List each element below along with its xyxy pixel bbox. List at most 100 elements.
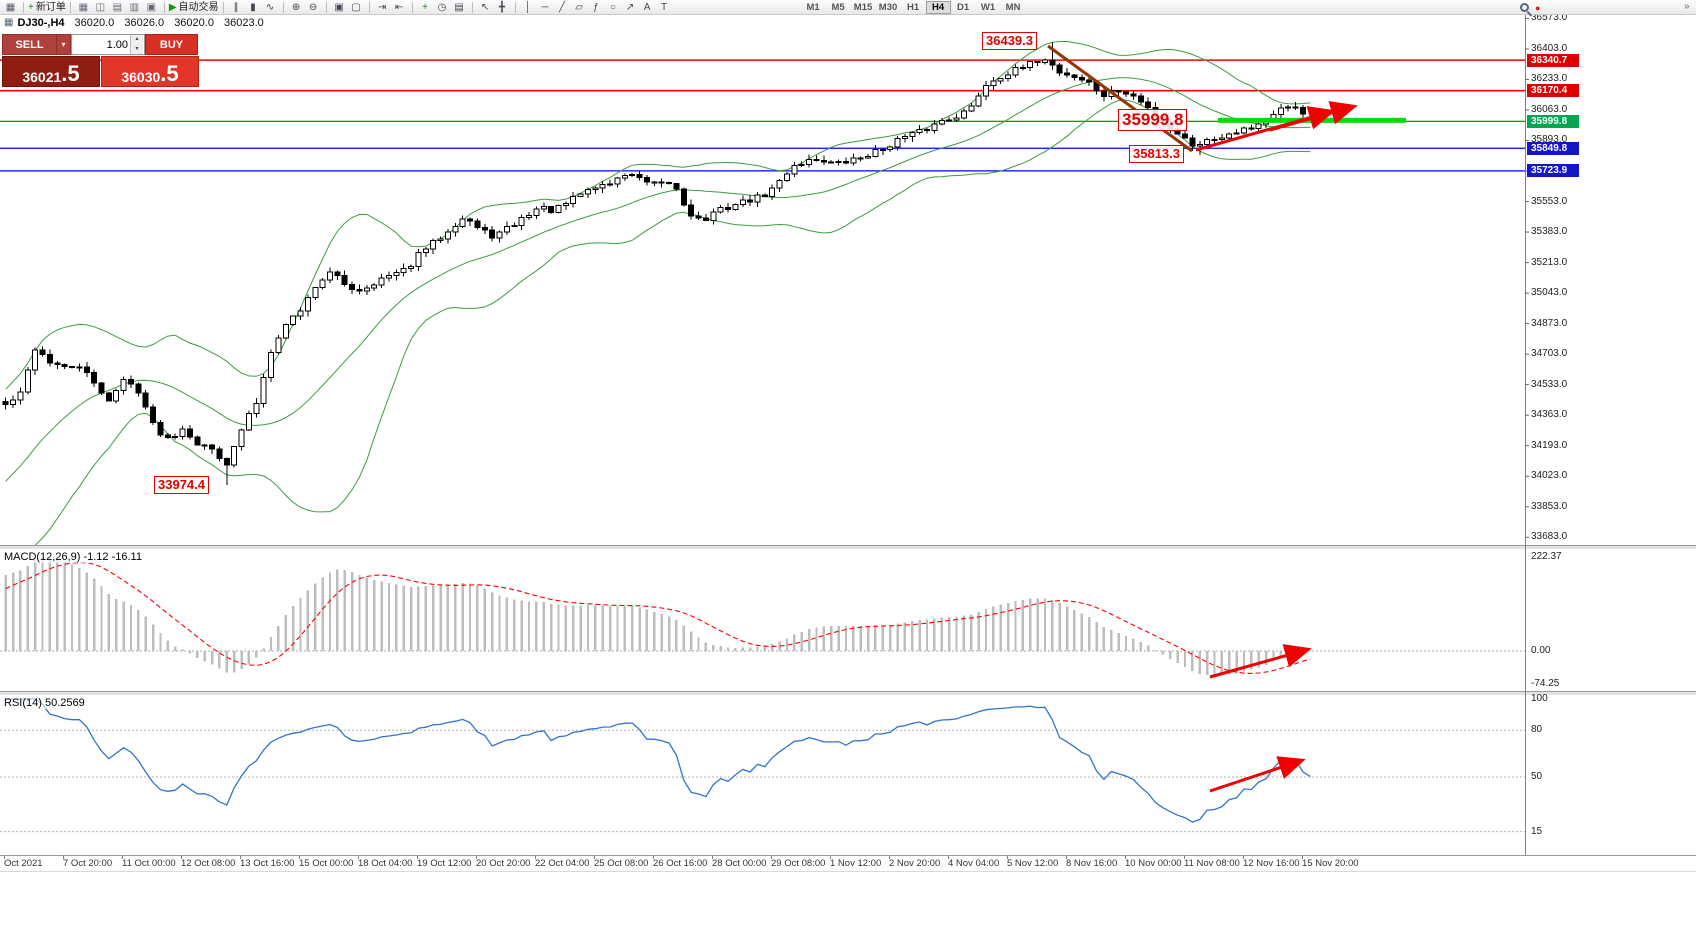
- price-tick: 33683.0: [1531, 531, 1568, 543]
- fibonacci-icon[interactable]: ƒ: [588, 1, 605, 14]
- tile-windows-icon: ▣: [334, 1, 344, 13]
- charts-icon[interactable]: ▦: [75, 1, 92, 14]
- new-order-button[interactable]: + 新订单: [28, 1, 66, 14]
- shapes-icon[interactable]: ○: [605, 1, 622, 14]
- cursor-icon[interactable]: ↖: [477, 1, 494, 14]
- search-icon[interactable]: [1520, 3, 1529, 12]
- terminal-icon[interactable]: ▥: [126, 1, 143, 14]
- price-tick: 35043.0: [1531, 287, 1568, 299]
- candlestick-chart-icon[interactable]: ▮: [245, 1, 262, 14]
- autotrading-button[interactable]: ▶ 自动交易: [169, 1, 219, 14]
- timeframe-h4[interactable]: H4: [925, 0, 951, 14]
- autotrading-button-label: 自动交易: [178, 1, 219, 13]
- cursor-icon: ↖: [480, 1, 490, 13]
- volume-down-button[interactable]: ▾: [131, 44, 143, 54]
- text-label-icon: T: [660, 1, 668, 13]
- time-label: 18 Oct 04:00: [358, 858, 413, 869]
- timeframe-w1[interactable]: W1: [980, 1, 996, 13]
- volume-up-button[interactable]: ▴: [131, 35, 143, 45]
- macd-axis-value: -74.25: [1531, 678, 1560, 689]
- new-order-button-label: 新订单: [35, 1, 66, 13]
- shapes-icon: ○: [610, 1, 617, 13]
- major-low-label[interactable]: 33974.4: [154, 476, 209, 494]
- strategy-tester-icon[interactable]: ▣: [143, 1, 160, 14]
- auto-scroll-icon[interactable]: ⇥: [374, 1, 391, 14]
- time-label: 19 Oct 12:00: [417, 858, 472, 869]
- candlestick-chart-icon: ▮: [250, 1, 256, 13]
- price-tick: 34363.0: [1531, 409, 1568, 421]
- time-label: 10 Nov 00:00: [1125, 858, 1182, 869]
- buy-button[interactable]: BUY: [145, 34, 198, 55]
- price-line-badge: 35723.9: [1527, 164, 1579, 178]
- price-tick: 33853.0: [1531, 500, 1568, 512]
- cascade-windows-icon: ▢: [351, 1, 361, 13]
- arrows-icon[interactable]: ↗: [622, 1, 639, 14]
- buy-price-pips: .5: [160, 61, 179, 87]
- sell-price-tile[interactable]: 36021 .5: [2, 56, 100, 87]
- price-tick: 36573.0: [1531, 12, 1568, 24]
- timeframe-d1[interactable]: D1: [956, 1, 970, 13]
- market-watch-icon[interactable]: ◫: [92, 1, 109, 14]
- crosshair-icon: ╋: [499, 1, 506, 13]
- time-label: 20 Oct 20:00: [476, 858, 531, 869]
- buy-price-tile[interactable]: 36030 .5: [101, 56, 199, 87]
- toolbar-overflow-icon[interactable]: »: [1684, 1, 1690, 12]
- timeframe-m30[interactable]: M30: [878, 1, 898, 13]
- timeframe-m5[interactable]: M5: [831, 1, 845, 13]
- level-price-label[interactable]: 35999.8: [1118, 109, 1188, 132]
- cascade-windows-icon[interactable]: ▢: [348, 1, 365, 14]
- channel-icon[interactable]: ▱: [571, 1, 588, 14]
- sell-button[interactable]: SELL: [2, 34, 57, 55]
- toolbar-separator: [411, 1, 413, 13]
- fibonacci-icon: ƒ: [593, 1, 599, 13]
- toolbar-separator: [514, 1, 516, 13]
- charts-icon: ▦: [78, 1, 89, 13]
- text-icon[interactable]: A: [639, 1, 656, 14]
- crosshair-icon[interactable]: ╋: [494, 1, 511, 14]
- time-label: 29 Oct 08:00: [771, 858, 826, 869]
- volume-input[interactable]: [72, 35, 130, 54]
- text-label-icon[interactable]: T: [656, 1, 673, 14]
- strategy-tester-icon: ▣: [146, 1, 157, 13]
- zoom-out-icon: ⊖: [308, 1, 318, 13]
- chart-shift-icon[interactable]: ⇤: [391, 1, 408, 14]
- indicators-icon[interactable]: +: [417, 1, 434, 14]
- templates-icon[interactable]: ▤: [451, 1, 468, 14]
- horizontal-line-icon[interactable]: ─: [537, 1, 554, 14]
- connection-status-icon: ●: [1535, 2, 1541, 13]
- timeframe-group: M1 M5 M15 M30 H1 H4 D1 W1 MN: [801, 0, 1026, 14]
- trendline-icon[interactable]: ╱: [554, 1, 571, 14]
- pullback-low-label[interactable]: 35813.3: [1129, 145, 1184, 163]
- price-axis: 36573.0 36403.0 36233.0 36063.0 35893.0 35723…: [1526, 0, 1696, 942]
- price-tick: 34873.0: [1531, 317, 1568, 329]
- tile-windows-icon[interactable]: ▣: [331, 1, 348, 14]
- window-icon[interactable]: ▦: [2, 1, 19, 14]
- bar-chart-icon[interactable]: ∥: [228, 1, 245, 14]
- price-tick: 35213.0: [1531, 256, 1568, 268]
- timeframe-mn[interactable]: MN: [1005, 1, 1021, 13]
- zoom-in-icon[interactable]: ⊕: [288, 1, 305, 14]
- timeframe-h1[interactable]: H1: [906, 1, 920, 13]
- timeframe-m1[interactable]: M1: [806, 1, 820, 13]
- macd-label: MACD(12,26,9) -1.12 -16.11: [4, 551, 142, 563]
- peak-price-label[interactable]: 36439.3: [982, 32, 1037, 50]
- time-label: 11 Nov 08:00: [1184, 858, 1240, 869]
- timeframe-m15[interactable]: M15: [853, 1, 873, 13]
- navigator-icon[interactable]: ▤: [109, 1, 126, 14]
- rsi-axis-value: 50: [1531, 771, 1543, 782]
- rsi-label: RSI(14) 50.2569: [4, 697, 85, 709]
- line-chart-icon[interactable]: ∿: [262, 1, 279, 14]
- navigator-icon: ▤: [112, 1, 123, 13]
- sell-dropdown-button[interactable]: ▾: [57, 34, 71, 55]
- price-line-badge: 35999.8: [1527, 114, 1579, 128]
- sell-price: 36021: [22, 69, 62, 85]
- zoom-out-icon[interactable]: ⊖: [305, 1, 322, 14]
- vertical-line-icon[interactable]: │: [520, 1, 537, 14]
- periods-icon[interactable]: ◷: [434, 1, 451, 14]
- volume-field: ▴ ▾: [71, 34, 145, 55]
- toolbar-separator: [325, 1, 327, 13]
- toolbar-separator: [471, 1, 473, 13]
- chart-title: ▦ DJ30-,H4 36020.0 36026.0 36020.0 36023…: [4, 16, 271, 29]
